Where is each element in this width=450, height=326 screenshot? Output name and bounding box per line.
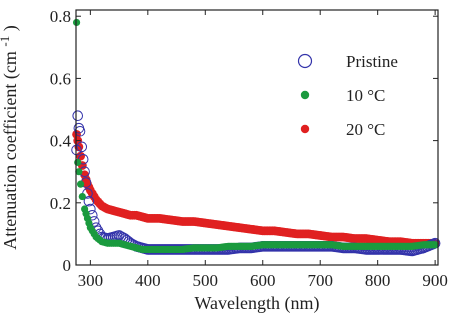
x-axis: 300 400 500 600 700 800 900 xyxy=(78,10,448,290)
legend-marker xyxy=(300,124,310,134)
y-axis-label: Attenuation coefficient (cm -1 ) xyxy=(0,25,21,249)
data-point xyxy=(74,158,82,166)
x-tick-label: 700 xyxy=(307,271,333,290)
x-tick-label: 300 xyxy=(78,271,104,290)
x-tick-label: 800 xyxy=(365,271,391,290)
data-point xyxy=(431,241,439,249)
x-tick-label: 900 xyxy=(422,271,448,290)
legend: Pristine 10 °C 20 °C xyxy=(297,52,398,139)
legend-marker xyxy=(297,53,313,69)
legend-label: 20 °C xyxy=(346,120,385,139)
data-point xyxy=(75,168,83,176)
x-tick-label: 600 xyxy=(250,271,276,290)
y-tick-label: 0.2 xyxy=(50,194,71,213)
series-2 xyxy=(72,129,440,248)
y-tick-label: 0.4 xyxy=(50,132,72,151)
legend-marker xyxy=(300,90,310,100)
y-tick-label: 0.8 xyxy=(50,7,71,26)
series-layer xyxy=(71,18,441,257)
legend-label: 10 °C xyxy=(346,86,385,105)
legend-label: Pristine xyxy=(346,52,398,71)
y-axis-label-superscript: -1 xyxy=(0,36,12,47)
x-tick-label: 500 xyxy=(193,271,219,290)
series-1 xyxy=(72,18,439,254)
data-point xyxy=(78,192,86,201)
y-tick-label: 0 xyxy=(63,256,72,275)
y-axis-label-main: Attenuation coefficient (cm xyxy=(0,51,21,250)
y-axis: 0 0.2 0.4 0.6 0.8 xyxy=(50,7,438,275)
data-point xyxy=(76,180,85,188)
data-point xyxy=(83,195,95,207)
y-tick-label: 0.6 xyxy=(50,69,71,88)
data-point xyxy=(74,125,86,137)
y-axis-label-close: ) xyxy=(0,25,21,31)
axes-frame xyxy=(75,9,439,266)
data-point xyxy=(76,141,88,153)
x-tick-label: 400 xyxy=(135,271,161,290)
x-axis-label: Wavelength (nm) xyxy=(194,293,319,314)
data-point xyxy=(72,110,84,122)
